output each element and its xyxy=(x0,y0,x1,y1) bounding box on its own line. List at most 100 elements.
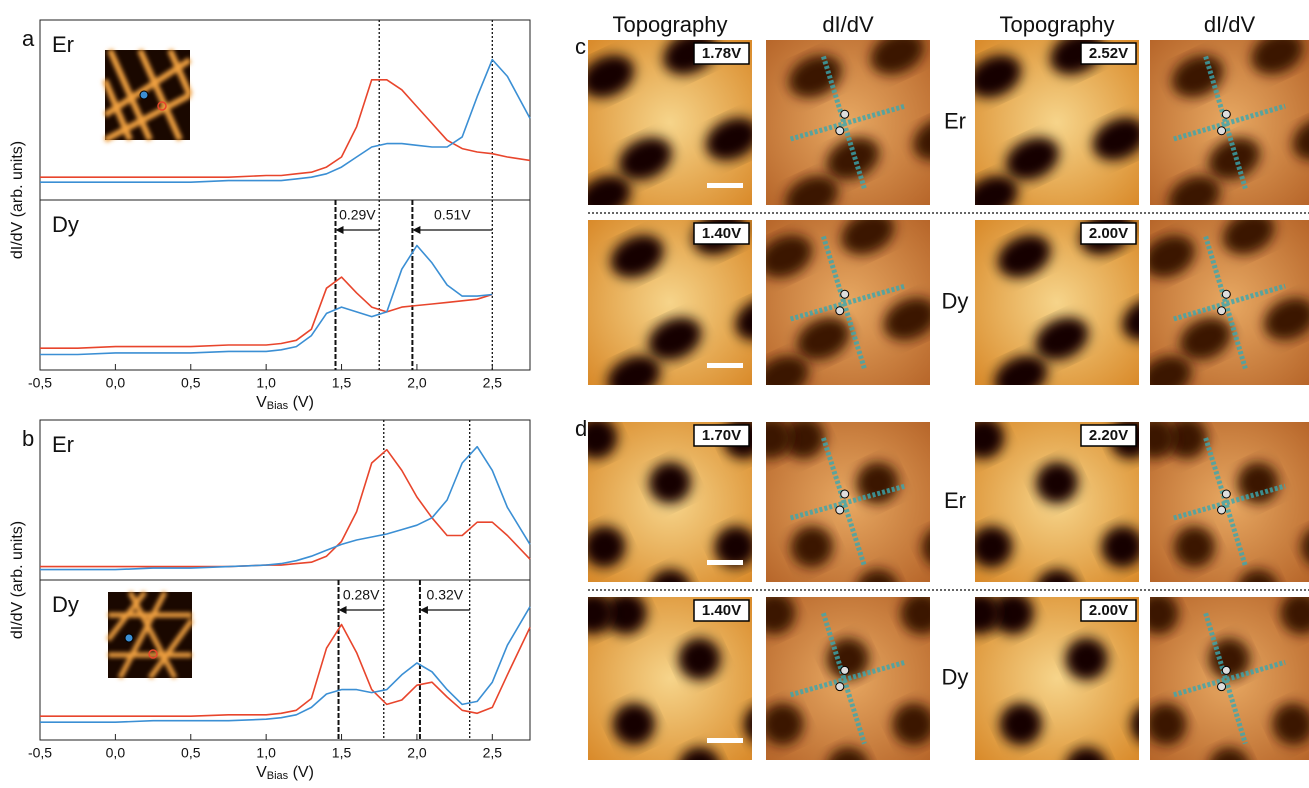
site-marker xyxy=(840,665,850,675)
image-hole xyxy=(1150,355,1192,385)
site-marker xyxy=(1221,289,1231,299)
x-axis-label-part: V xyxy=(256,394,267,411)
image-hole xyxy=(883,297,930,341)
site-marker xyxy=(1221,109,1231,119)
spectrum-line xyxy=(40,244,493,356)
x-axis-label-part: (V) xyxy=(288,394,314,411)
image-hole xyxy=(648,569,692,582)
scale-bar xyxy=(707,183,743,188)
stm-image xyxy=(1150,422,1309,582)
image-hole xyxy=(588,525,626,568)
stm-image xyxy=(588,597,752,760)
site-marker xyxy=(1221,489,1231,499)
site-marker xyxy=(1217,306,1227,316)
image-hole xyxy=(714,525,752,568)
column-header: dI/dV xyxy=(822,12,874,37)
scale-bar xyxy=(707,738,743,743)
insets xyxy=(102,48,195,680)
element-label: Er xyxy=(52,432,74,457)
image-hole xyxy=(994,355,1048,385)
stm-image xyxy=(1150,40,1309,205)
stm-image xyxy=(766,422,930,582)
voltage-box xyxy=(1080,424,1137,447)
voltage-label: 1.40V xyxy=(702,225,741,242)
panel-label: c xyxy=(575,34,586,59)
x-tick-label: 0,5 xyxy=(181,375,201,391)
image-hole xyxy=(1280,597,1309,635)
image-hole xyxy=(588,54,635,98)
image-hole xyxy=(604,597,648,635)
image-hole xyxy=(1065,637,1108,681)
image-hole xyxy=(766,234,813,278)
panel-label: b xyxy=(22,426,34,451)
voltage-box xyxy=(693,424,750,447)
image-hole xyxy=(997,234,1051,278)
image-hole xyxy=(796,317,851,361)
image-hole xyxy=(612,702,656,746)
image-hole xyxy=(1150,703,1187,746)
image-hole xyxy=(892,702,930,746)
x-tick-label: 2,0 xyxy=(407,745,427,761)
spectrum-line xyxy=(40,79,531,178)
shift-label: 0.51V xyxy=(434,207,471,223)
column-header: Topography xyxy=(1000,12,1115,37)
molecule-overlay xyxy=(789,235,907,370)
image-hole xyxy=(1222,220,1275,255)
site-marker xyxy=(840,109,850,119)
image-hole xyxy=(1179,317,1232,361)
image-hole xyxy=(1272,703,1309,746)
spectrum-line xyxy=(40,445,531,571)
x-axis-label-part: (V) xyxy=(288,764,314,781)
element-label: Er xyxy=(944,488,966,513)
x-tick-label: 0,5 xyxy=(181,745,201,761)
image-hole xyxy=(678,637,721,681)
spectrum-line xyxy=(40,623,531,717)
x-tick-label: 2,0 xyxy=(407,375,427,391)
image-hole xyxy=(841,220,895,255)
arrow-head xyxy=(412,226,421,234)
image-hole xyxy=(607,355,661,385)
shift-label: 0.32V xyxy=(427,587,464,603)
image-hole xyxy=(1208,747,1251,760)
x-tick-label: 1,0 xyxy=(256,375,276,391)
image-hole xyxy=(618,137,673,181)
voltage-box xyxy=(693,42,750,65)
image-hole xyxy=(766,597,796,635)
arrow-head xyxy=(335,226,344,234)
element-label: Er xyxy=(52,32,74,57)
arrow-head xyxy=(338,606,347,614)
shift-label: 0.28V xyxy=(343,587,380,603)
image-hole xyxy=(975,597,1002,635)
voltage-label: 2.00V xyxy=(1089,602,1128,619)
x-tick-label: 1,0 xyxy=(256,745,276,761)
image-hole xyxy=(790,525,834,568)
stm-image xyxy=(766,220,930,385)
site-marker xyxy=(835,126,845,136)
molecule-overlay xyxy=(1173,437,1286,567)
y-axis-label: dI/dV (arb. units) xyxy=(9,141,26,259)
image-hole xyxy=(766,702,804,746)
element-label: Er xyxy=(944,108,966,133)
image-hole xyxy=(1251,40,1304,75)
image-hole xyxy=(975,525,1013,568)
image-hole xyxy=(648,461,692,504)
image-hole xyxy=(678,746,721,760)
image-hole xyxy=(1035,569,1079,582)
image-hole xyxy=(1005,137,1060,181)
image-hole xyxy=(610,234,664,278)
plot-frame xyxy=(39,419,531,581)
site-marker xyxy=(840,489,850,499)
molecule-overlay xyxy=(789,55,907,190)
molecule-overlay xyxy=(1173,612,1286,745)
spectrum-line xyxy=(40,606,531,723)
element-label: Dy xyxy=(52,212,79,237)
voltage-box xyxy=(1080,222,1137,245)
element-label: Dy xyxy=(52,592,79,617)
image-hole xyxy=(1035,461,1079,504)
image-hole xyxy=(588,597,615,635)
image-hole xyxy=(735,297,752,341)
image-hole xyxy=(913,117,930,161)
arrow-head xyxy=(419,606,428,614)
image-hole xyxy=(1208,637,1251,681)
